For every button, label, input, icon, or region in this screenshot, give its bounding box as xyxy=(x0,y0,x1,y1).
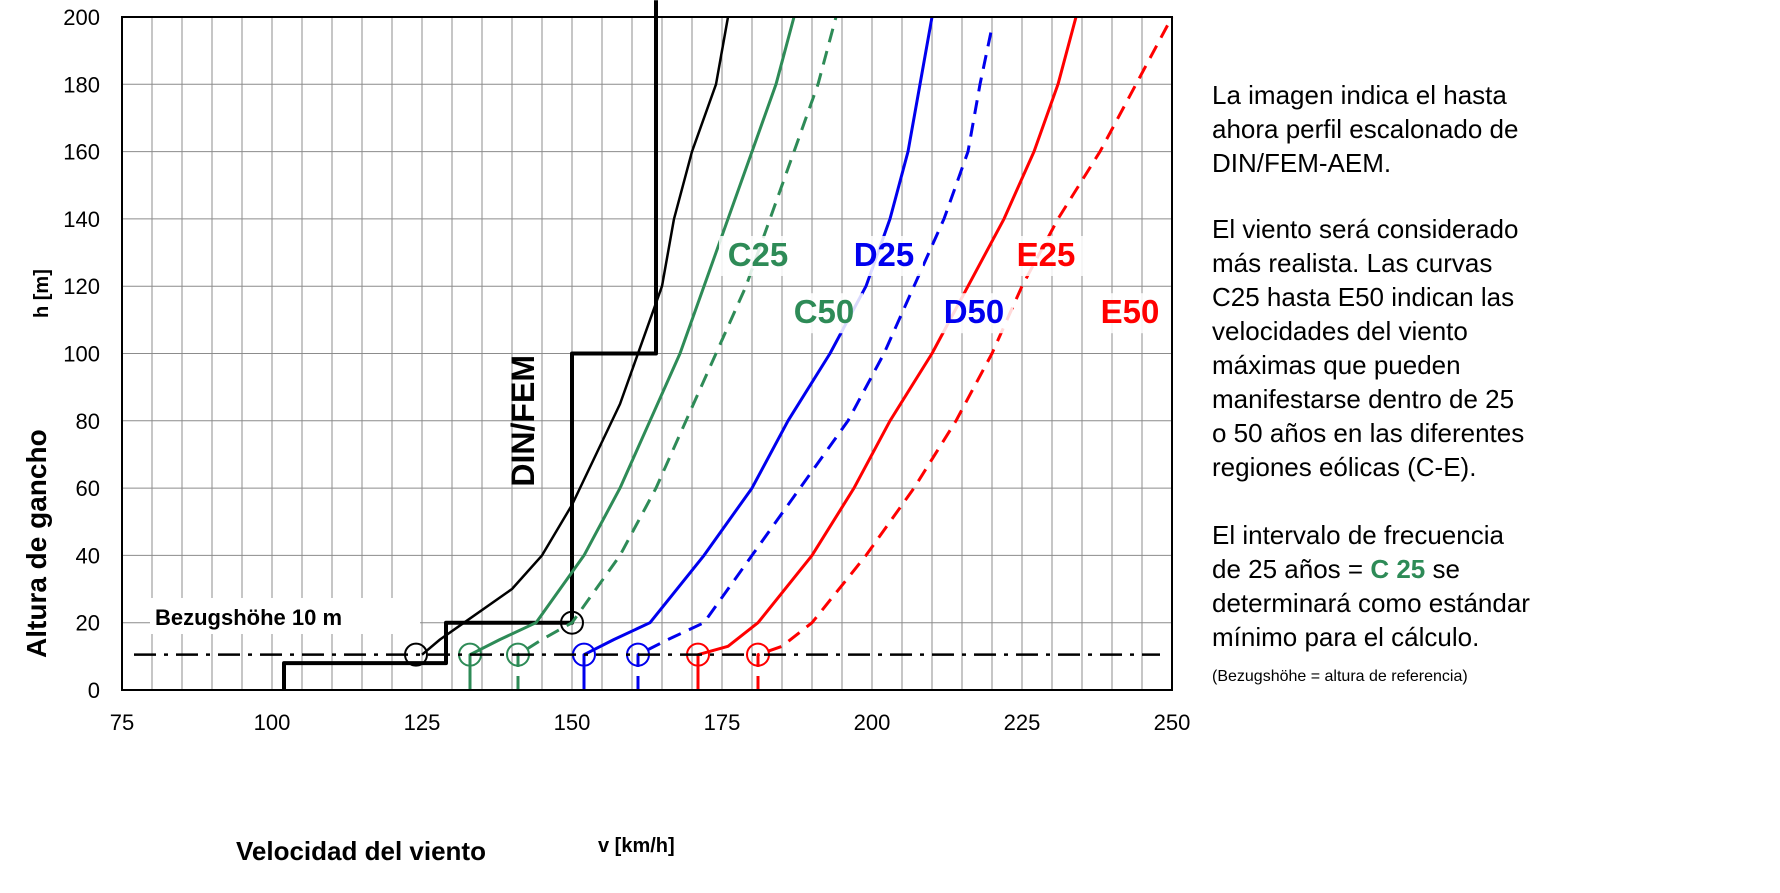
series-marker xyxy=(560,610,584,635)
explanation-panel: La imagen indica el hasta ahora perfil e… xyxy=(1212,78,1780,180)
explanation-line: más realista. Las curvas xyxy=(1212,248,1493,278)
reference-height: Bezugshöhe 10 m xyxy=(150,598,420,634)
x-tick-label: 100 xyxy=(254,710,291,735)
c25-highlight: C 25 xyxy=(1370,554,1426,584)
y-tick-label: 180 xyxy=(63,72,100,97)
explanation-panel-3: El intervalo de frecuencia de 25 años = … xyxy=(1212,518,1780,654)
y-tick-label: 80 xyxy=(76,409,100,434)
y-tick-label: 200 xyxy=(63,5,100,30)
reference-height-label: Bezugshöhe 10 m xyxy=(155,605,342,630)
explanation-suffix: se xyxy=(1425,554,1460,584)
explanation-panel-2: El viento será considerado más realista.… xyxy=(1212,212,1780,484)
series-label-c25: C25 xyxy=(728,236,789,273)
series-label-e25: E25 xyxy=(1017,236,1076,273)
y-tick-label: 40 xyxy=(76,543,100,568)
series-line-c25 xyxy=(468,16,796,690)
y-axis-title: Altura de gancho xyxy=(21,429,52,658)
x-axis-unit: v [km/h] xyxy=(598,835,675,857)
explanation-prefix: de 25 años = xyxy=(1212,554,1371,584)
explanation-line: El intervalo de frecuencia xyxy=(1212,520,1504,550)
chart-series xyxy=(282,0,1174,690)
series-label-e50: E50 xyxy=(1101,293,1160,330)
explanation-line: velocidades del viento xyxy=(1212,316,1468,346)
series-label-d25: D25 xyxy=(854,236,915,273)
y-tick-label: 140 xyxy=(63,207,100,232)
explanation-line: La imagen indica el hasta xyxy=(1212,80,1507,110)
series-label-din-fem: DIN/FEM xyxy=(505,355,541,487)
explanation-line: máximas que pueden xyxy=(1212,350,1461,380)
y-tick-label: 20 xyxy=(76,611,100,636)
footnote: (Bezugshöhe = altura de referencia) xyxy=(1212,668,1468,685)
explanation-line: o 50 años en las diferentes xyxy=(1212,418,1525,448)
explanation-line: El viento será considerado xyxy=(1212,214,1519,244)
x-tick-label: 125 xyxy=(404,710,441,735)
series-line-d25 xyxy=(582,16,934,690)
explanation-line-highlight: de 25 años = C 25 se xyxy=(1212,552,1780,586)
series-label-c25-bg xyxy=(719,236,797,277)
y-tick-label: 160 xyxy=(63,140,100,165)
x-tick-label: 175 xyxy=(704,710,741,735)
x-axis-title: Velocidad del viento xyxy=(236,836,486,866)
x-tick-label: 150 xyxy=(554,710,591,735)
series-line-din-fem xyxy=(282,0,658,690)
series-line-profile-1 xyxy=(421,16,730,656)
chart-markers xyxy=(404,610,770,667)
chart-axes: 75 100 125 150 175 200 225 250 0 20 40 60 80 100 120 14… xyxy=(63,5,1190,735)
y-tick-label: 60 xyxy=(76,476,100,501)
series-label-c50: C50 xyxy=(794,293,855,330)
series-label-e25-bg xyxy=(1007,236,1085,277)
x-tick-label: 225 xyxy=(1004,710,1041,735)
series-label-e50-bg xyxy=(1091,293,1169,334)
explanation-line: determinará como estándar xyxy=(1212,588,1530,618)
explanation-line: manifestarse dentro de 25 xyxy=(1212,384,1515,414)
explanation-line: DIN/FEM-AEM. xyxy=(1212,148,1392,178)
series-line-e25 xyxy=(696,16,1078,690)
y-tick-label: 120 xyxy=(63,274,100,299)
explanation-line: ahora perfil escalonado de xyxy=(1212,114,1519,144)
x-tick-label: 250 xyxy=(1154,710,1191,735)
series-line-d50 xyxy=(636,26,994,690)
explanation-line: regiones eólicas (C-E). xyxy=(1212,452,1477,482)
x-tick-label: 200 xyxy=(854,710,891,735)
explanation-line: C25 hasta E50 indican las xyxy=(1212,282,1515,312)
x-tick-label: 75 xyxy=(110,710,134,735)
y-axis-unit: h [m] xyxy=(31,269,53,318)
explanation-line: mínimo para el cálculo. xyxy=(1212,622,1480,652)
series-line-e50 xyxy=(756,16,1174,690)
series-label-d50: D50 xyxy=(944,293,1005,330)
series-label-d50-bg xyxy=(935,293,1013,334)
series-line-c50 xyxy=(516,16,838,690)
series-label-c50-bg xyxy=(785,293,863,334)
reference-label-bg xyxy=(150,598,420,634)
series-label-d25-bg xyxy=(845,236,923,277)
plot-frame xyxy=(121,16,1173,691)
y-tick-label: 100 xyxy=(63,342,100,367)
y-tick-label: 0 xyxy=(88,678,100,703)
